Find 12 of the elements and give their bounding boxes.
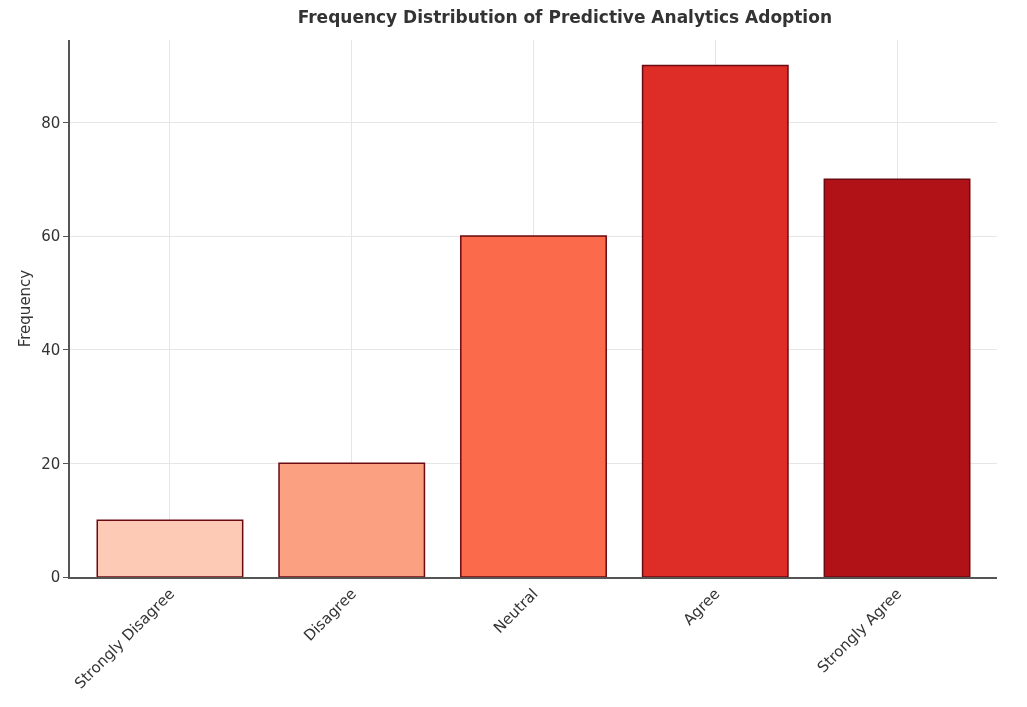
y-tick-label: 0 — [50, 568, 61, 587]
bar — [96, 519, 244, 577]
y-tick-label: 20 — [41, 454, 61, 473]
y-tick-label: 40 — [41, 340, 61, 359]
bar — [823, 178, 971, 577]
bar — [460, 235, 607, 577]
y-tick-label: 60 — [41, 227, 61, 246]
bar — [641, 64, 789, 577]
chart-title: Frequency Distribution of Predictive Analytics Adoption — [297, 6, 832, 27]
bar — [278, 462, 426, 577]
y-tick-label: 80 — [41, 113, 61, 132]
y-axis-title: Frequency — [15, 269, 34, 348]
